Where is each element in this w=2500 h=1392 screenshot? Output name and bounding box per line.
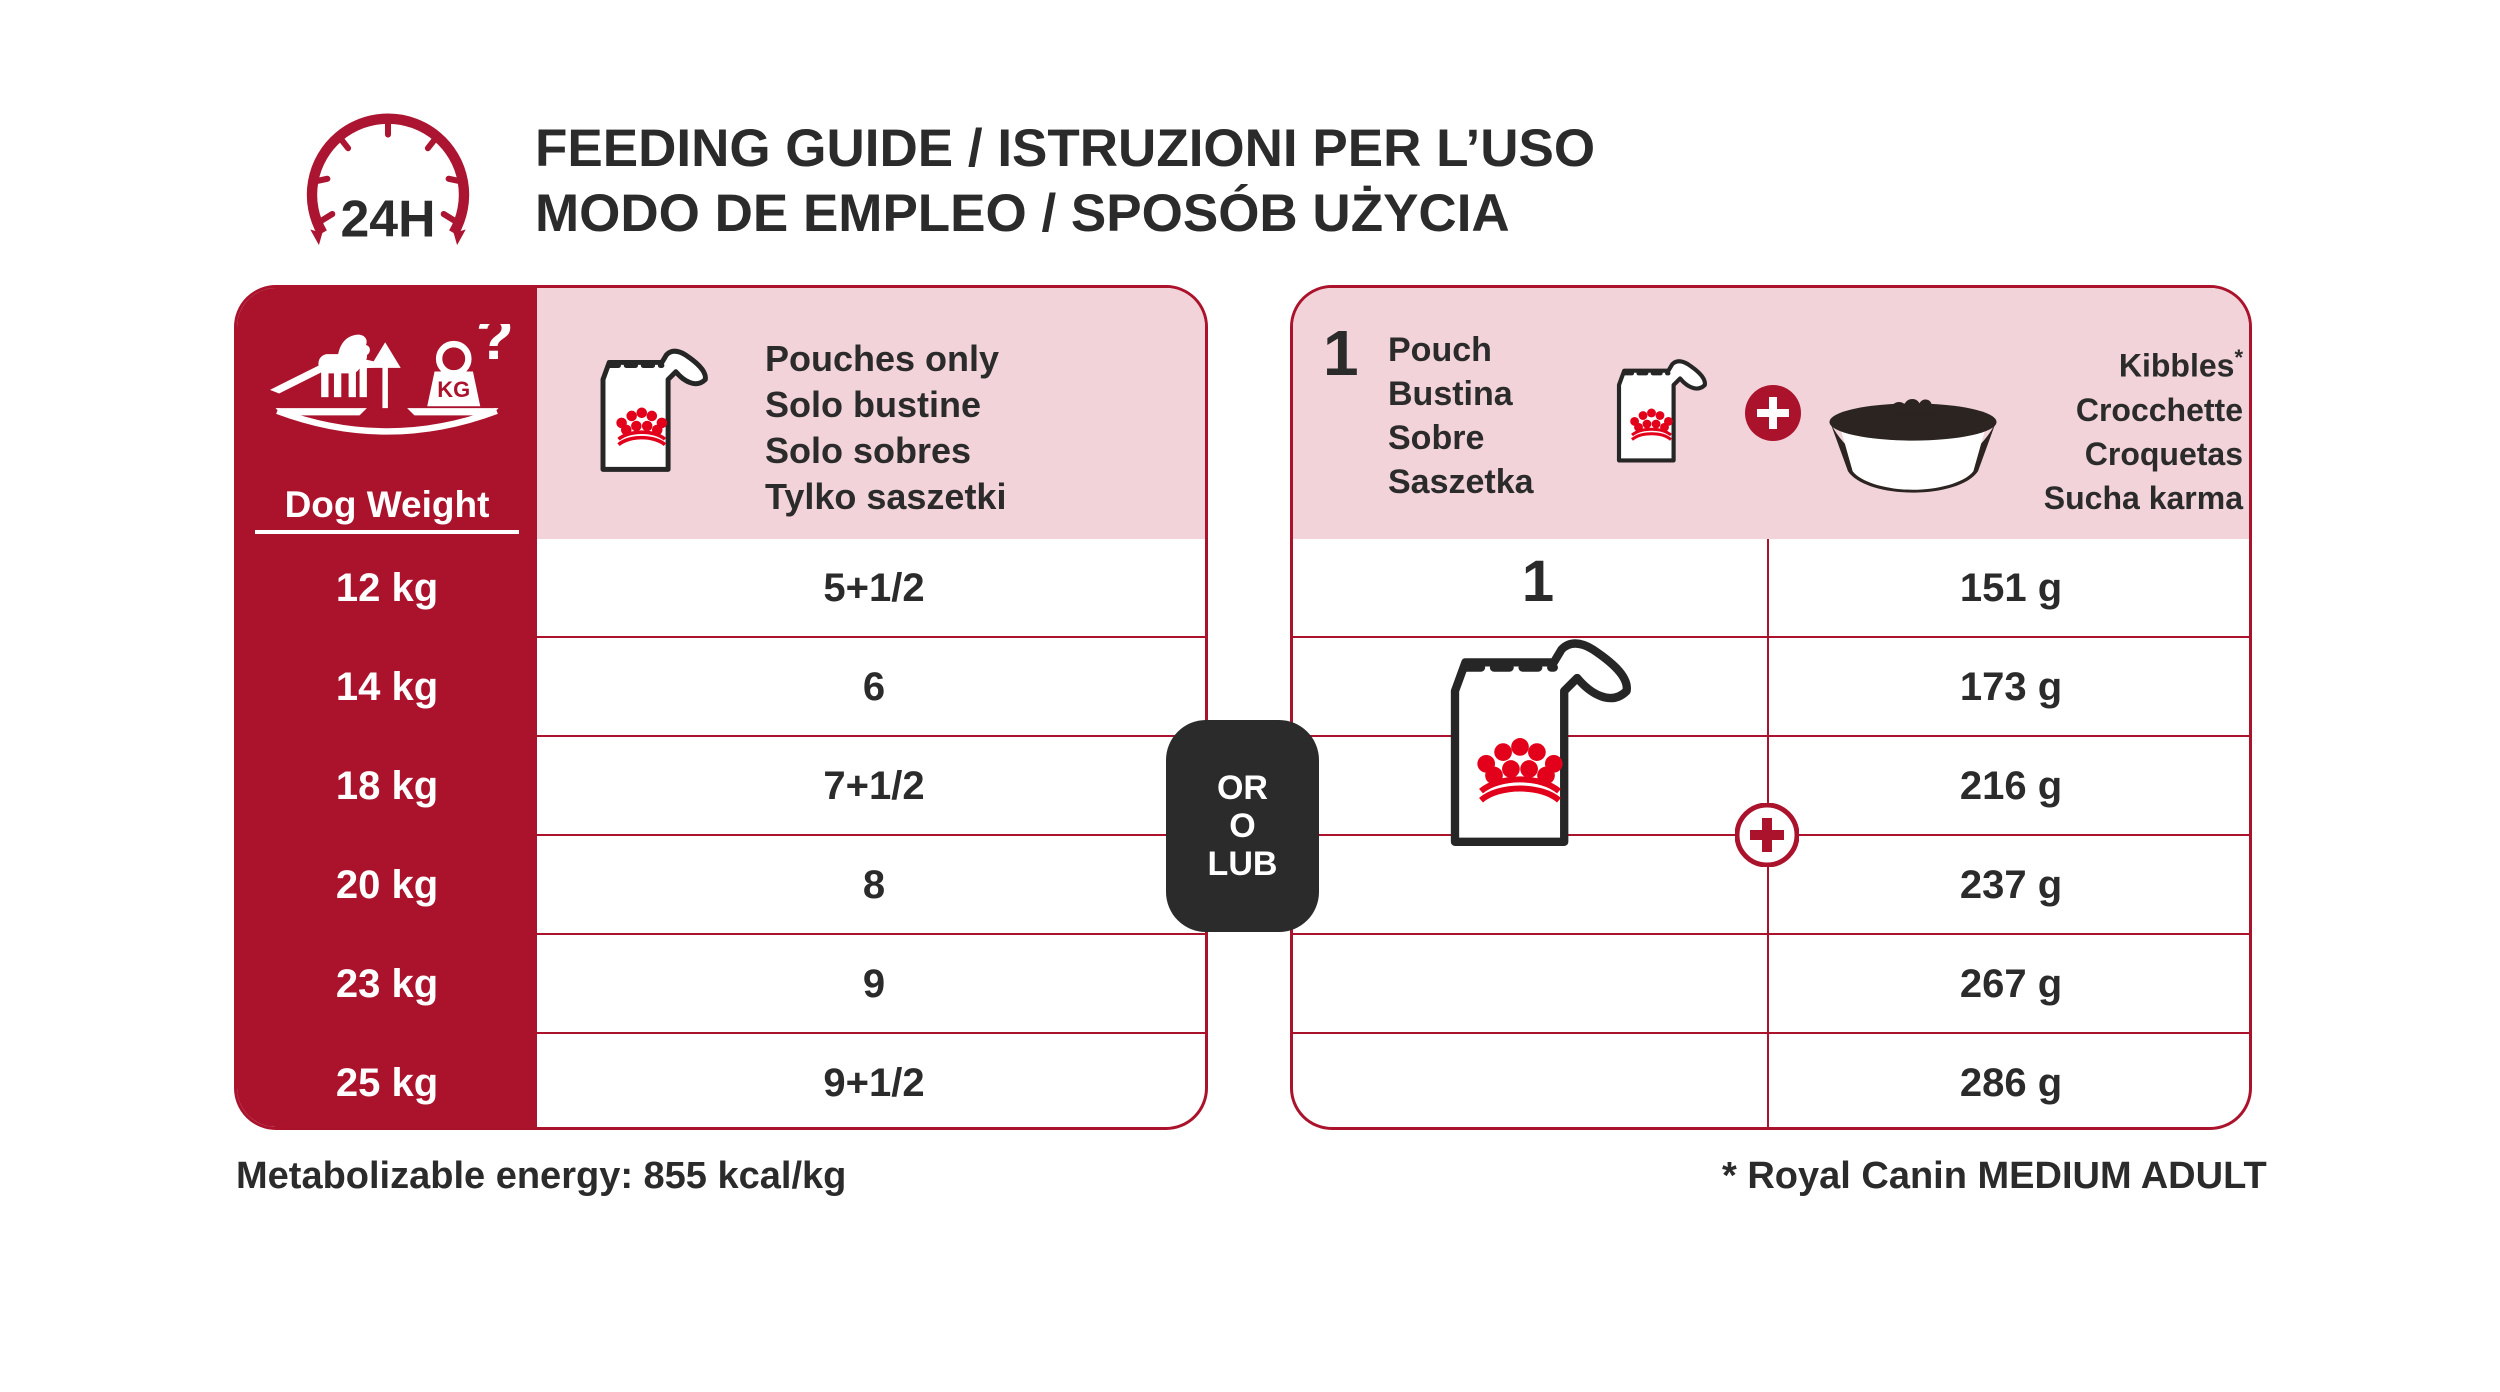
svg-text:KG: KG bbox=[437, 377, 470, 402]
svg-text:24H: 24H bbox=[340, 189, 435, 247]
svg-text:?: ? bbox=[476, 324, 513, 373]
